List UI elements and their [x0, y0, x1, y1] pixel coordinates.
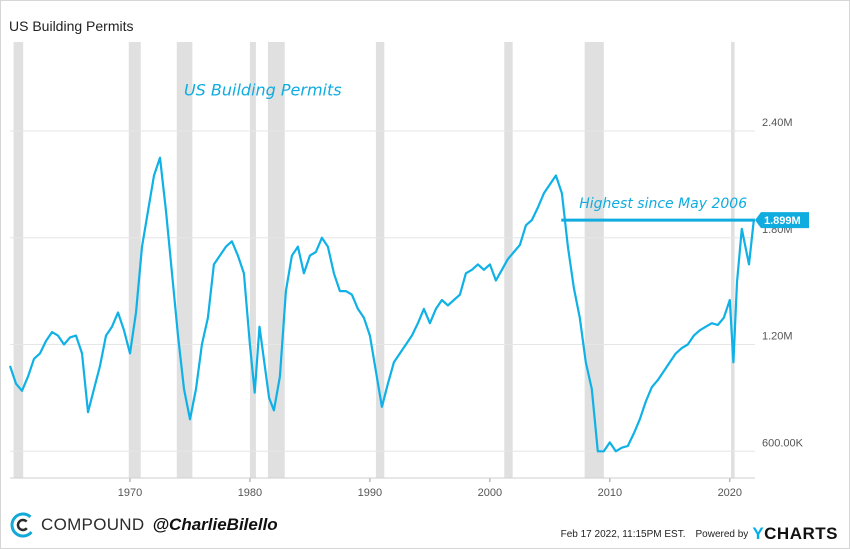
y-tick-label-3: 2.40M: [762, 117, 793, 129]
recession-band-8: [731, 42, 735, 478]
recession-band-4: [267, 42, 285, 478]
powered-by-label: Powered by: [695, 528, 749, 540]
recession-band-1: [128, 42, 141, 478]
footer-credits: Feb 17 2022, 11:15PM EST. Powered by YCH…: [561, 524, 838, 544]
annotation-label-0: Highest since May 2006: [579, 196, 747, 212]
x-tick-label-5: 2020: [718, 487, 742, 499]
y-tick-label-0: 600.00K: [762, 437, 804, 449]
ycharts-logo: YCHARTS: [752, 524, 838, 544]
x-tick-label-1: 1980: [238, 487, 262, 499]
author-handle: @CharlieBilello: [152, 515, 278, 534]
x-tick-label-0: 1970: [118, 487, 142, 499]
brand-name: COMPOUND: [41, 515, 145, 534]
recession-band-2: [176, 42, 193, 478]
last-value-label: 1.899M: [764, 215, 801, 227]
recession-bands: [13, 42, 735, 478]
compound-logo-icon: [10, 512, 36, 538]
chart-title: US Building Permits: [9, 18, 134, 34]
x-tick-label-3: 2000: [478, 487, 502, 499]
y-tick-label-1: 1.20M: [762, 331, 793, 343]
footer-brand: COMPOUND @CharlieBilello: [10, 512, 278, 538]
recession-band-0: [13, 42, 24, 478]
recession-band-5: [375, 42, 385, 478]
annotations: Highest since May 2006 US Building Permit…: [184, 80, 755, 222]
gridlines: [10, 130, 755, 452]
series-lines: [8, 156, 755, 453]
recession-band-7: [584, 42, 604, 478]
ycharts-y: Y: [752, 524, 765, 543]
x-tick-label-4: 2010: [598, 487, 622, 499]
x-axis-ticks: 1970 1980 1990 2000 2010 2020: [10, 477, 755, 499]
timestamp: Feb 17 2022, 11:15PM EST.: [560, 528, 686, 540]
x-tick-label-2: 1990: [358, 487, 382, 499]
last-value-badge: [755, 212, 809, 229]
ycharts-rest: CHARTS: [764, 524, 838, 543]
series-line-0: [8, 156, 755, 453]
annotation-text-1: US Building Permits: [184, 80, 342, 99]
recession-band-3: [249, 42, 256, 478]
last-value-marker: 1.899M: [755, 212, 809, 229]
